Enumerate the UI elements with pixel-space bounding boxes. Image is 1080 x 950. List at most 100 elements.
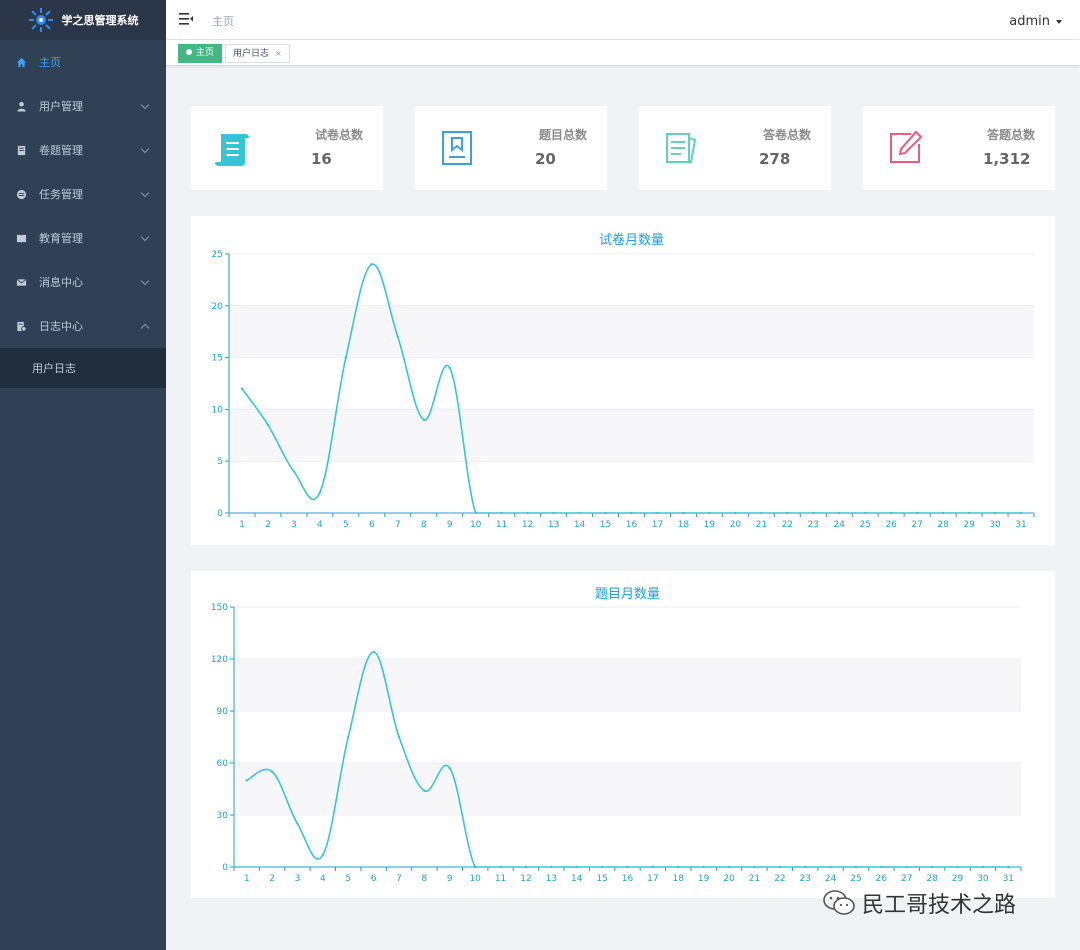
data-point [347, 735, 350, 739]
x-tick-label: 19 [704, 520, 716, 530]
data-point [423, 789, 426, 792]
sidebar-item-label: 主页 [39, 56, 61, 69]
x-tick-label: 11 [496, 520, 507, 530]
x-tick-label: 6 [369, 520, 375, 530]
x-tick-label: 2 [269, 874, 275, 884]
sidebar-item-education[interactable]: 教育管理 [0, 216, 166, 260]
x-tick-label: 14 [574, 520, 586, 530]
tags-view: 主页 用户日志 × [166, 40, 1080, 66]
grid-band [234, 659, 1021, 711]
book-icon [16, 234, 27, 243]
sidebar-item-tasks[interactable]: 任务管理 [0, 172, 166, 216]
chevron-down-icon [140, 100, 150, 110]
x-tick-label: 14 [571, 874, 583, 884]
sidebar-subitem-user-log[interactable]: 用户日志 [0, 348, 166, 388]
data-point [600, 865, 604, 869]
active-dot-icon [186, 48, 192, 55]
x-tick-label: 5 [345, 874, 351, 884]
data-point [993, 511, 997, 515]
chevron-down-icon [140, 188, 150, 198]
x-tick-label: 17 [647, 874, 658, 884]
x-tick-label: 1 [239, 520, 245, 530]
card-value: 1,312 [983, 150, 1031, 168]
chevron-down-icon [140, 144, 150, 154]
data-point [552, 511, 555, 515]
tag-user-log[interactable]: 用户日志 × [225, 44, 290, 63]
data-point [626, 865, 629, 869]
data-point [270, 770, 274, 773]
x-tick-label: 23 [799, 874, 810, 884]
close-icon[interactable]: × [275, 49, 282, 58]
x-tick-label: 30 [989, 520, 1001, 530]
documents-icon [666, 133, 697, 163]
data-point [967, 511, 971, 515]
chevron-up-icon [140, 323, 150, 333]
y-tick-label: 90 [217, 707, 229, 717]
data-point [448, 767, 451, 770]
data-point [981, 865, 985, 869]
data-point [1019, 511, 1023, 515]
data-point [753, 865, 756, 869]
sidebar-item-label: 日志中心 [39, 320, 83, 333]
y-tick-label: 10 [212, 405, 224, 415]
sidebar-item-messages[interactable]: 消息中心 [0, 260, 166, 304]
data-point [727, 865, 731, 869]
y-tick-label: 5 [217, 457, 223, 467]
card-label: 题目总数 [538, 128, 587, 142]
data-point [864, 511, 867, 515]
data-point [677, 865, 680, 869]
home-icon [16, 57, 27, 67]
stat-card-questions[interactable]: 题目总数 20 [415, 106, 607, 190]
data-point [370, 263, 374, 266]
y-tick-label: 15 [212, 354, 223, 364]
data-point [372, 650, 375, 654]
x-tick-label: 9 [447, 520, 453, 530]
edit-icon [890, 130, 923, 163]
x-tick-label: 4 [320, 874, 326, 884]
sidebar-item-users[interactable]: 用户管理 [0, 84, 166, 128]
task-icon [16, 189, 27, 199]
app-logo[interactable]: 学之思管理系统 [0, 0, 166, 40]
sidebar-item-papers[interactable]: 卷题管理 [0, 128, 166, 172]
x-tick-label: 4 [317, 520, 323, 530]
user-name: admin [1009, 14, 1050, 29]
user-dropdown[interactable]: admin [1009, 14, 1062, 29]
sidebar-item-home[interactable]: 主页 [0, 40, 166, 84]
data-point [682, 511, 685, 515]
data-point [854, 865, 858, 869]
data-point [397, 735, 401, 739]
x-tick-label: 20 [723, 874, 735, 884]
data-point [941, 511, 945, 515]
data-point [296, 822, 299, 825]
x-tick-label: 23 [808, 520, 819, 530]
grid-band [229, 305, 1034, 358]
x-tick-label: 13 [548, 520, 559, 530]
x-tick-label: 15 [596, 874, 607, 884]
tag-home[interactable]: 主页 [178, 44, 223, 63]
data-point [656, 511, 659, 515]
stat-card-papers[interactable]: 试卷总数 16 [191, 106, 383, 190]
stat-card-answers[interactable]: 答题总数 1,312 [863, 106, 1055, 190]
data-point [708, 511, 711, 515]
bookmark-icon [442, 131, 472, 165]
data-point [702, 865, 705, 869]
hamburger-icon[interactable] [179, 12, 193, 26]
data-point [760, 511, 763, 515]
x-tick-label: 10 [469, 874, 481, 884]
x-tick-label: 2 [265, 520, 271, 530]
data-point [422, 418, 425, 421]
data-point [245, 779, 248, 782]
chart-title: 题目月数量 [595, 587, 660, 602]
stat-card-answer-sheets[interactable]: 答卷总数 278 [639, 106, 831, 190]
x-tick-label: 7 [396, 874, 402, 884]
x-tick-label: 18 [678, 520, 690, 530]
x-tick-label: 19 [698, 874, 710, 884]
x-tick-label: 5 [343, 520, 349, 530]
sidebar-item-logs[interactable]: 日志中心 [0, 304, 166, 348]
x-tick-label: 3 [291, 520, 297, 530]
data-point [838, 511, 841, 515]
data-point [524, 865, 528, 869]
y-tick-label: 120 [211, 655, 228, 665]
data-point [778, 865, 782, 869]
